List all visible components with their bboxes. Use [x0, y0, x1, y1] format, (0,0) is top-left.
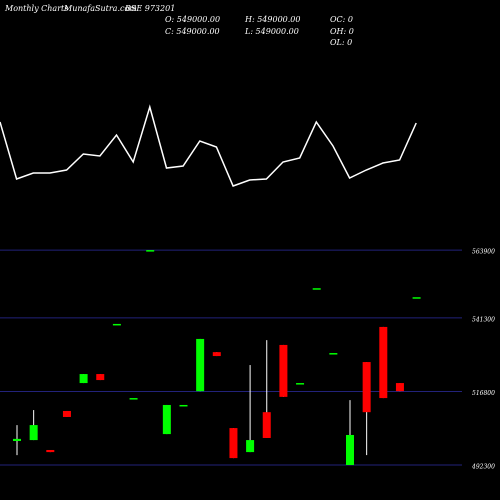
candle-body [129, 398, 138, 400]
candle-body [229, 428, 238, 459]
candle-body [379, 326, 388, 399]
candle-body [412, 297, 421, 299]
candle-body [346, 434, 354, 465]
low-label: L: 549000.00 [244, 27, 299, 36]
candle-body [296, 383, 305, 385]
candle-body [329, 353, 338, 355]
candle-body [29, 425, 38, 441]
y-tick-label: 541300 [472, 316, 495, 323]
candle-body [279, 344, 288, 397]
candle-body [179, 404, 188, 407]
brand-label: MunafaSutra.com [63, 4, 137, 13]
y-tick-label: 516800 [472, 390, 495, 397]
candle-body [246, 440, 255, 453]
ol-label: OL: 0 [330, 38, 352, 47]
open-label: O: 549000.00 [165, 15, 220, 24]
candle-body [62, 410, 71, 417]
close-label: C: 549000.00 [165, 27, 220, 36]
high-label: H: 549000.00 [244, 15, 300, 24]
indicator-line [0, 104, 417, 187]
y-tick-label: 492300 [471, 463, 495, 470]
candle-body [196, 338, 205, 392]
candle-body [262, 412, 271, 438]
oh-label: OH: 0 [330, 27, 354, 36]
oc-label: OC: 0 [330, 15, 353, 24]
candle-body [212, 352, 221, 357]
site-label: Monthly Charts [4, 4, 68, 13]
candle-body [46, 449, 55, 453]
candle-body [312, 288, 321, 290]
y-tick-label: 563900 [472, 249, 495, 256]
candle-body [362, 362, 371, 413]
candle-body [146, 250, 155, 252]
candle-body [96, 374, 105, 381]
candle-body [112, 323, 121, 326]
candle-body [162, 404, 171, 435]
symbol-label: BSE 973201 [124, 4, 175, 13]
candle-body [395, 383, 404, 392]
candle-body [79, 374, 88, 384]
candle-body [13, 438, 21, 441]
